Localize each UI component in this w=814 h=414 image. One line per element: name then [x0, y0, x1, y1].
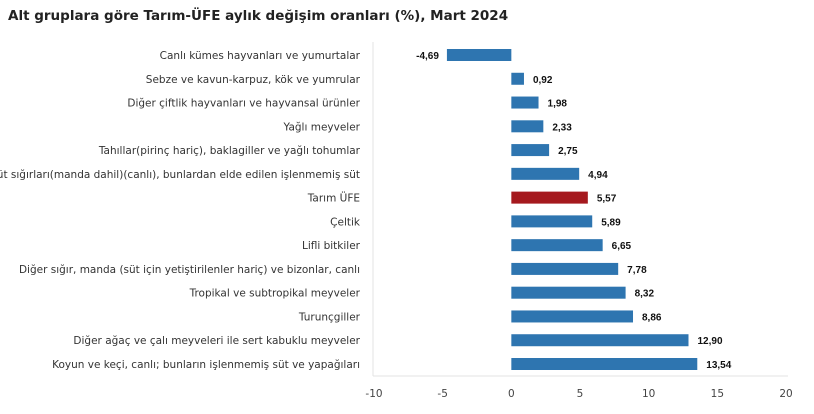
bar	[511, 120, 544, 133]
x-tick-label: 10	[642, 388, 655, 400]
data-label: 8,32	[635, 289, 655, 300]
category-label: Lifli bitkiler	[302, 240, 361, 252]
category-label: Tropikal ve subtropikal meyveler	[189, 288, 361, 300]
bar	[511, 310, 634, 323]
category-label: Diğer çiftlik hayvanları ve hayvansal ür…	[127, 98, 360, 110]
bar	[511, 239, 603, 252]
data-label: 1,98	[548, 99, 568, 110]
category-label: Yağlı meyveler	[282, 121, 360, 133]
data-label: 8,86	[642, 312, 662, 323]
bar	[511, 72, 524, 85]
category-label: Sebze ve kavun-karpuz, kök ve yumrular	[146, 74, 361, 86]
bar	[511, 358, 698, 370]
data-label: 2,33	[552, 122, 572, 133]
data-label: 5,89	[601, 217, 621, 228]
bar	[511, 286, 626, 299]
x-tick-label: -5	[437, 388, 447, 400]
bar	[511, 167, 580, 180]
bar	[446, 49, 512, 61]
data-label: -4,69	[416, 51, 439, 62]
plot-area: Canlı kümes hayvanları ve yumurtalar -4,6…	[0, 42, 793, 400]
x-tick-label: 5	[577, 388, 584, 400]
x-tick-label: -10	[365, 388, 382, 400]
bar	[511, 334, 689, 347]
bar	[511, 96, 539, 109]
category-label: Canlı kümes hayvanları ve yumurtalar	[160, 50, 361, 62]
category-label: Tarım ÜFE	[307, 192, 360, 205]
data-label: 2,75	[558, 146, 578, 157]
x-tick-label: 20	[779, 388, 792, 400]
bar	[511, 215, 593, 228]
category-label: Tahıllar(pirinç hariç), baklagiller ve y…	[98, 145, 361, 157]
data-label: 5,57	[597, 194, 617, 205]
bar	[511, 262, 619, 275]
data-label: 7,78	[627, 265, 647, 276]
data-label: 13,54	[706, 360, 731, 371]
category-label: Koyun ve keçi, canlı; bunların işlenmemi…	[52, 359, 360, 371]
data-label: 12,90	[697, 336, 722, 347]
data-label: 0,92	[533, 75, 553, 86]
category-label: Turunçgiller	[298, 311, 361, 323]
category-label: Diğer sığır, manda (süt için yetiştirile…	[19, 264, 360, 276]
data-label: 4,94	[588, 170, 608, 181]
category-label: Çeltik	[330, 216, 361, 228]
data-label: 6,65	[612, 241, 632, 252]
category-label: Diğer ağaç ve çalı meyveleri ile sert ka…	[73, 335, 360, 347]
category-label: Süt sığırları(manda dahil)(canlı), bunla…	[0, 169, 360, 181]
x-tick-label: 15	[711, 388, 724, 400]
x-tick-label: 0	[508, 388, 515, 400]
bar	[511, 144, 550, 157]
chart-title: Alt gruplara göre Tarım-ÜFE aylık değişi…	[8, 6, 508, 24]
bar	[511, 191, 588, 204]
